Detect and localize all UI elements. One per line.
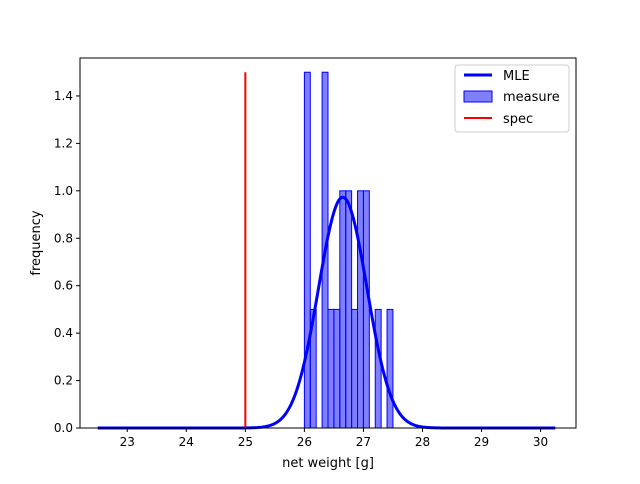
y-tick-label: 0.4 [54, 326, 73, 340]
legend-measure-label: measure [503, 90, 560, 105]
legend-spec-label: spec [503, 112, 533, 127]
x-axis-label: net weight [g] [282, 456, 374, 471]
x-tick-label: 30 [533, 435, 548, 449]
histogram-bar-11 [386, 308, 394, 429]
histogram-bars [303, 71, 394, 429]
histogram-bar-9 [362, 190, 370, 429]
x-tick-label: 29 [474, 435, 489, 449]
x-tick-label: 25 [238, 435, 253, 449]
histogram-bar-10 [374, 308, 382, 429]
x-axis-ticks: 23 24 25 26 27 28 29 30 [120, 428, 548, 449]
x-tick-label: 24 [179, 435, 194, 449]
axes-frame [79, 57, 577, 429]
histogram-bar-8 [357, 190, 364, 429]
histogram-bar-0 [303, 71, 311, 429]
histogram-bar-3 [327, 308, 335, 429]
y-tick-label: 1.2 [54, 136, 73, 150]
x-tick-label: 27 [356, 435, 371, 449]
legend: MLE measure spec [454, 64, 570, 133]
legend-measure-swatch [463, 90, 493, 103]
y-axis-ticks: 0.0 0.2 0.4 0.6 0.8 1.0 1.2 1.4 [54, 89, 80, 435]
y-axis-label: frequency [29, 210, 44, 276]
histogram-bar-5 [339, 190, 347, 429]
legend-box [454, 64, 570, 133]
x-tick-label: 23 [120, 435, 135, 449]
x-tick-label: 26 [297, 435, 312, 449]
y-tick-label: 0.0 [54, 421, 73, 435]
legend-mle-label: MLE [503, 69, 530, 84]
histogram-bar-6 [345, 190, 353, 429]
y-tick-label: 0.6 [54, 279, 73, 293]
y-tick-label: 1.4 [54, 89, 73, 103]
x-tick-label: 28 [415, 435, 430, 449]
y-tick-label: 0.8 [54, 231, 73, 245]
y-tick-label: 1.0 [54, 184, 73, 198]
histogram-bar-7 [351, 308, 359, 429]
histogram-bar-4 [333, 308, 341, 429]
y-tick-label: 0.2 [54, 374, 73, 388]
